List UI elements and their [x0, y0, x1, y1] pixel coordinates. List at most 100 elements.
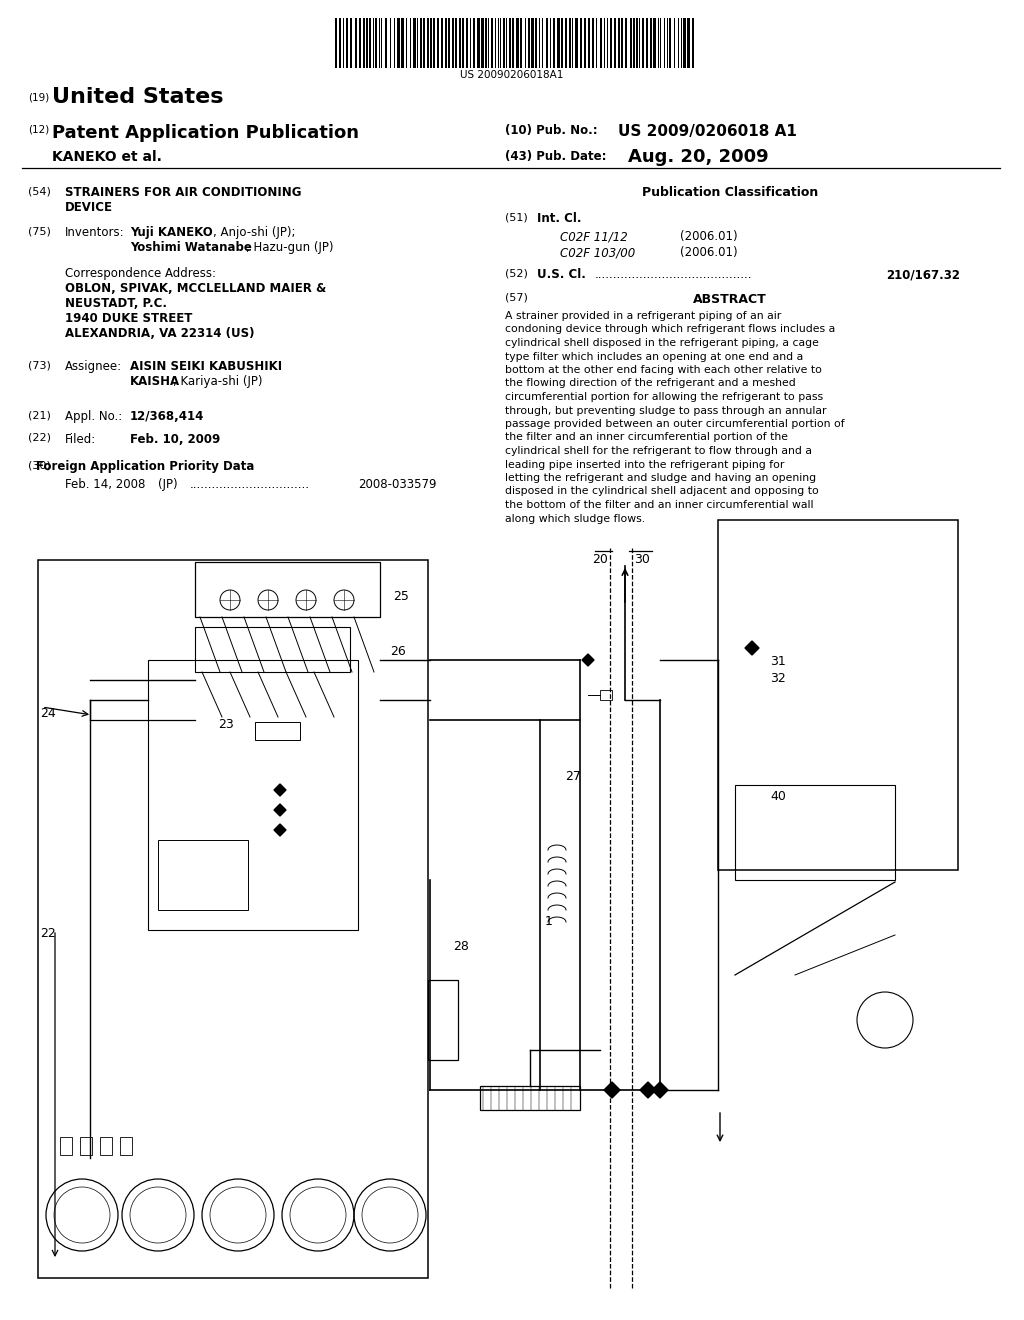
Bar	[498, 18, 499, 69]
Bar	[354, 18, 357, 69]
Bar	[528, 18, 529, 69]
Polygon shape	[652, 1082, 668, 1098]
Bar	[669, 18, 672, 69]
Bar	[575, 18, 578, 69]
Bar	[657, 18, 658, 69]
Bar	[572, 18, 573, 69]
Bar	[449, 18, 451, 69]
Text: 12/368,414: 12/368,414	[130, 411, 205, 422]
Bar	[485, 18, 486, 69]
Bar	[427, 18, 429, 69]
Bar	[718, 520, 958, 870]
Text: Feb. 10, 2009: Feb. 10, 2009	[130, 433, 220, 446]
Bar	[421, 18, 422, 69]
Bar	[593, 18, 594, 69]
Text: Filed:: Filed:	[65, 433, 96, 446]
Bar	[642, 18, 644, 69]
Bar	[362, 18, 365, 69]
Text: 26: 26	[390, 645, 406, 657]
Bar	[459, 18, 461, 69]
Bar	[0, 520, 1024, 1309]
Text: (JP): (JP)	[158, 478, 177, 491]
Bar	[359, 18, 360, 69]
Bar	[488, 18, 489, 69]
Text: KANEKO et al.: KANEKO et al.	[52, 150, 162, 164]
Text: 20: 20	[592, 553, 608, 566]
Bar	[335, 18, 337, 69]
Text: ALEXANDRIA, VA 22314 (US): ALEXANDRIA, VA 22314 (US)	[65, 327, 255, 341]
Bar	[606, 18, 608, 69]
Text: Appl. No.:: Appl. No.:	[65, 411, 122, 422]
Text: Inventors:: Inventors:	[65, 226, 125, 239]
Text: (57): (57)	[505, 293, 528, 304]
Bar	[584, 18, 587, 69]
Bar	[568, 18, 571, 69]
Bar	[678, 18, 679, 69]
Text: 1: 1	[545, 915, 553, 928]
Bar	[561, 18, 563, 69]
Text: letting the refrigerant and sludge and having an opening: letting the refrigerant and sludge and h…	[505, 473, 816, 483]
Bar	[366, 18, 368, 69]
Bar	[80, 1137, 92, 1155]
Bar	[660, 18, 662, 69]
Bar	[512, 18, 514, 69]
Bar	[681, 18, 682, 69]
Text: (2006.01): (2006.01)	[680, 230, 737, 243]
Text: (51): (51)	[505, 213, 527, 222]
Text: Assignee:: Assignee:	[65, 360, 122, 374]
Text: (21): (21)	[28, 411, 51, 420]
Bar	[683, 18, 685, 69]
Bar	[410, 18, 411, 69]
Bar	[542, 18, 543, 69]
Bar	[553, 18, 555, 69]
Text: circumferential portion for allowing the refrigerant to pass: circumferential portion for allowing the…	[505, 392, 823, 403]
Bar	[614, 18, 615, 69]
Text: US 2009/0206018 A1: US 2009/0206018 A1	[618, 124, 797, 139]
Bar	[350, 18, 352, 69]
Text: disposed in the cylindrical shell adjacent and opposing to: disposed in the cylindrical shell adjace…	[505, 487, 819, 496]
Bar	[687, 18, 689, 69]
Text: Yoshimi Watanabe: Yoshimi Watanabe	[130, 242, 252, 253]
Bar	[376, 18, 377, 69]
Bar	[462, 18, 464, 69]
Bar	[564, 18, 567, 69]
Polygon shape	[604, 1082, 620, 1098]
Bar	[520, 18, 522, 69]
Text: 23: 23	[218, 718, 233, 731]
Bar	[370, 18, 371, 69]
Text: 27: 27	[565, 770, 581, 783]
Text: DEVICE: DEVICE	[65, 201, 113, 214]
Bar	[430, 18, 432, 69]
Text: Int. Cl.: Int. Cl.	[537, 213, 582, 224]
Bar	[599, 18, 602, 69]
Text: (52): (52)	[505, 268, 528, 279]
Bar	[546, 18, 548, 69]
Text: (73): (73)	[28, 360, 51, 370]
Bar	[339, 18, 341, 69]
Polygon shape	[745, 642, 759, 655]
Bar	[539, 18, 541, 69]
Polygon shape	[274, 824, 286, 836]
Bar	[531, 18, 534, 69]
Bar	[423, 18, 425, 69]
Text: , Kariya-shi (JP): , Kariya-shi (JP)	[173, 375, 262, 388]
Bar	[470, 18, 471, 69]
Bar	[536, 18, 537, 69]
Bar	[440, 18, 443, 69]
Bar	[600, 690, 612, 700]
Text: ................................: ................................	[190, 478, 310, 491]
Bar	[120, 1137, 132, 1155]
Bar	[636, 18, 638, 69]
Bar	[343, 18, 344, 69]
Text: Publication Classification: Publication Classification	[642, 186, 818, 199]
Text: 25: 25	[393, 590, 409, 603]
Text: (12): (12)	[28, 124, 49, 135]
Bar	[393, 18, 395, 69]
Bar	[625, 18, 628, 69]
Bar	[490, 18, 494, 69]
Bar	[100, 1137, 112, 1155]
Text: , Hazu-gun (JP): , Hazu-gun (JP)	[246, 242, 334, 253]
Text: US 20090206018A1: US 20090206018A1	[461, 70, 563, 81]
Text: Aug. 20, 2009: Aug. 20, 2009	[628, 148, 769, 166]
Bar	[397, 18, 399, 69]
